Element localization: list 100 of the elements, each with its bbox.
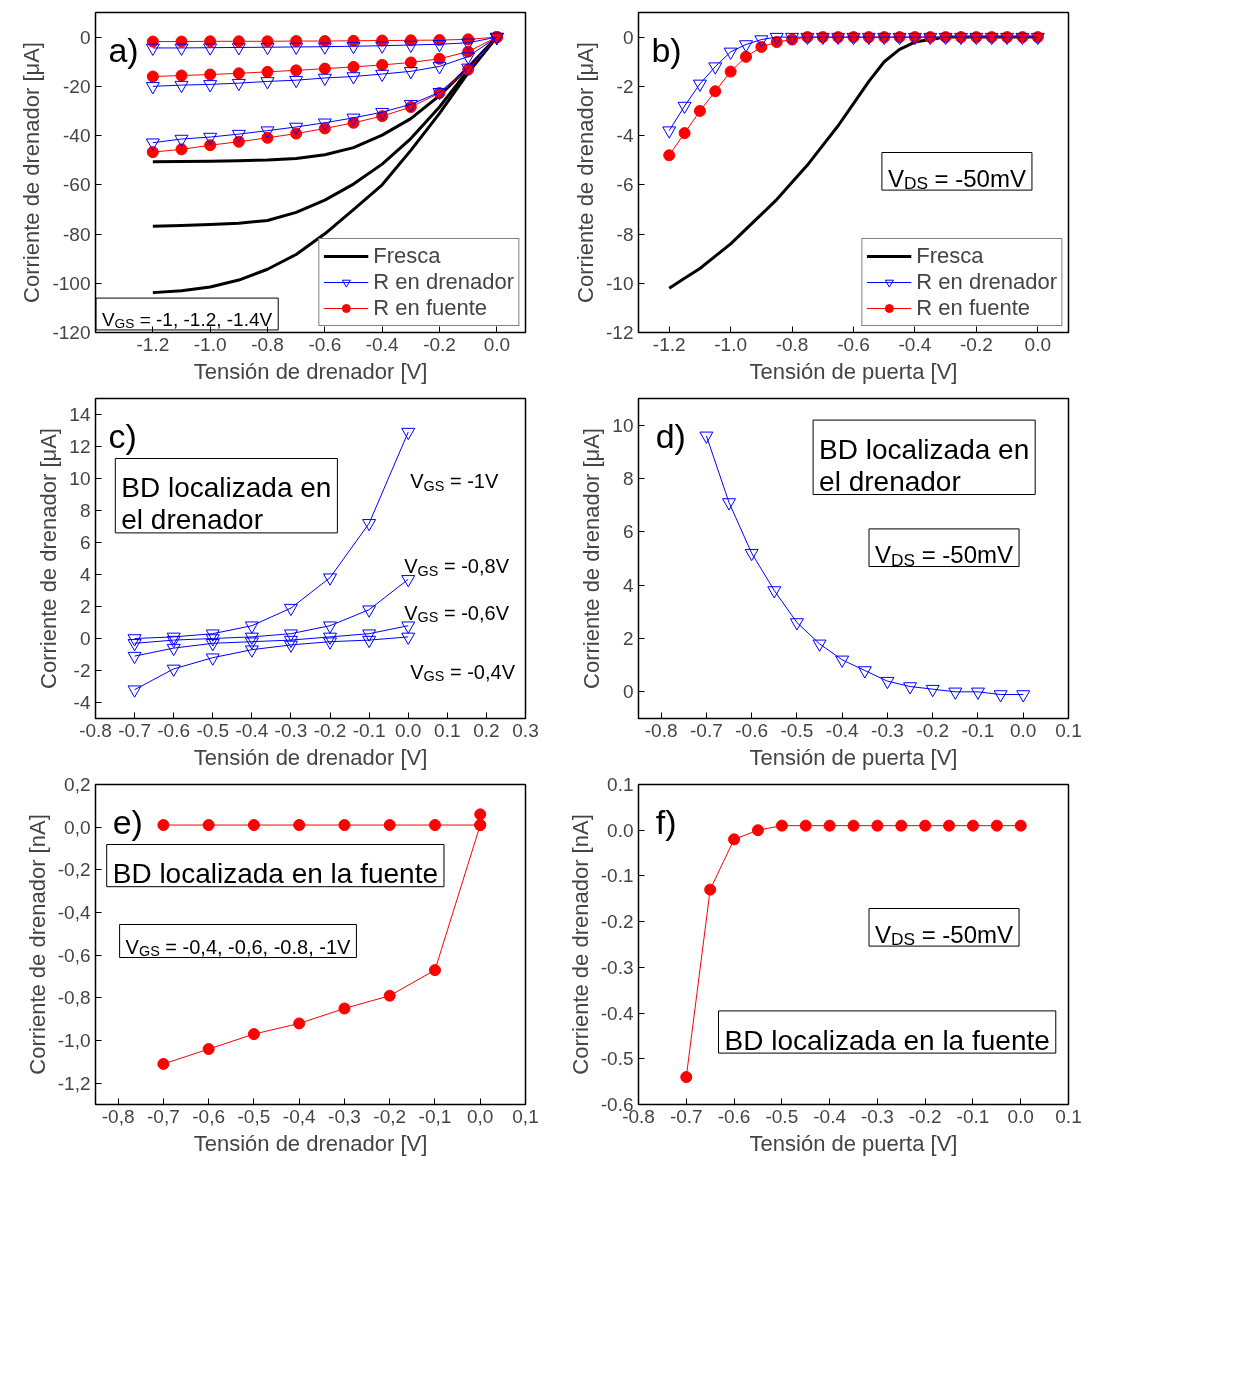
x-tick-label: -0.2 (959, 333, 993, 355)
y-tick-label: 10 (69, 468, 91, 489)
x-axis-title: Tensión de drenador [V] (193, 744, 428, 770)
x-tick-label: -1.0 (714, 333, 748, 355)
x-tick-label: -0.4 (825, 719, 859, 741)
x-tick-label: 0.0 (483, 333, 511, 355)
y-tick-label: 0 (622, 681, 634, 703)
legend-label: R en fuente (373, 295, 488, 321)
y-tick-label: 0.0 (607, 819, 634, 841)
y-tick-label: 8 (622, 468, 634, 489)
x-tick-label: 0,1 (512, 1105, 539, 1127)
y-tick-label: -40 (63, 125, 91, 147)
x-tick-label: -0.4 (235, 719, 269, 741)
x-tick-label: 0.0 (1010, 719, 1037, 741)
y-tick-label: -0.2 (600, 911, 634, 933)
x-tick-label: -0.1 (961, 719, 995, 741)
legend-label: Fresca (916, 243, 984, 269)
y-tick-label: -1,0 (57, 1030, 91, 1051)
x-tick-label: -0.2 (908, 1105, 942, 1127)
x-tick-label: -0.2 (423, 333, 456, 355)
x-tick-label: -0.6 (308, 333, 342, 355)
y-tick-label: 4 (622, 574, 634, 596)
y-tick-label: 2 (622, 628, 634, 649)
x-tick-label: -0.8 (644, 719, 678, 741)
y-tick-label: -8 (616, 223, 634, 245)
y-tick-label: -0.4 (600, 1002, 634, 1024)
y-tick-label: -2 (73, 660, 91, 681)
x-tick-label: 0.2 (473, 719, 500, 741)
x-tick-label: -0.5 (196, 719, 230, 741)
y-tick-label: 0 (79, 26, 91, 48)
x-axis-title: Tensión de drenador [V] (193, 1130, 428, 1156)
y-tick-label: 8 (79, 500, 91, 521)
x-tick-label: 0.1 (1055, 1105, 1082, 1127)
legend-label: R en drenador (916, 269, 1057, 295)
x-tick-label: -1.2 (136, 333, 170, 355)
y-tick-label: 2 (79, 596, 91, 617)
x-tick-label: -0.6 (735, 719, 769, 741)
x-tick-label: -0.1 (956, 1105, 990, 1127)
y-tick-label: -0,6 (57, 944, 91, 966)
y-tick-label: -1,2 (57, 1072, 91, 1094)
y-tick-label: 14 (69, 404, 91, 425)
annotation: BD localizada en el drenador (121, 472, 332, 536)
x-tick-label: -0.4 (365, 333, 399, 355)
x-tick-label: -0.7 (669, 1105, 703, 1127)
x-tick-label: -0.7 (690, 719, 723, 741)
x-tick-label: -1.2 (652, 333, 686, 355)
x-tick-label: -0.1 (352, 719, 386, 741)
x-tick-label: -0.8 (251, 333, 284, 355)
x-tick-label: -0.5 (780, 719, 814, 741)
x-tick-label: -0.3 (861, 1105, 894, 1127)
annotation: b) (651, 30, 682, 69)
x-tick-label: -0,6 (192, 1105, 226, 1127)
x-axis-title: Tensión de puerta [V] (749, 744, 958, 770)
x-tick-label: 0.0 (1007, 1105, 1034, 1127)
x-tick-label: 0.1 (1055, 719, 1082, 741)
annotation: c) (108, 416, 137, 455)
x-tick-label: -0.4 (898, 333, 932, 355)
y-tick-label: -4 (73, 692, 91, 713)
legend-label: R en drenador (373, 269, 514, 295)
y-tick-label: 12 (69, 436, 91, 457)
y-tick-label: -60 (63, 174, 91, 196)
y-tick-label: 0 (79, 628, 91, 649)
x-tick-label: -0.6 (157, 719, 191, 741)
y-tick-label: -12 (606, 322, 634, 343)
x-tick-label: -0.7 (118, 719, 151, 741)
y-axis-title: Corriente de drenador [μA] (579, 428, 605, 689)
y-tick-label: -20 (63, 75, 91, 97)
y-tick-label: -120 (52, 322, 91, 343)
x-tick-label: -0.6 (717, 1105, 751, 1127)
x-tick-label: -0,2 (373, 1105, 407, 1127)
x-tick-label: -0.8 (79, 719, 112, 741)
annotation: BD localizada en la fuente (724, 1024, 1050, 1056)
x-axis-title: Tensión de puerta [V] (749, 358, 958, 384)
x-tick-label: -0.2 (313, 719, 347, 741)
x-tick-label: -0.4 (813, 1105, 847, 1127)
legend-label: Fresca (373, 243, 441, 269)
y-tick-label: 0 (622, 26, 634, 48)
y-tick-label: -0.5 (600, 1048, 634, 1070)
annotation: a) (108, 30, 139, 69)
x-tick-label: -0,3 (328, 1105, 361, 1127)
annotation: BD localizada en el drenador (819, 433, 1030, 497)
y-tick-label: 6 (79, 532, 91, 553)
y-tick-label: -10 (606, 272, 634, 294)
x-tick-label: -0,7 (147, 1105, 180, 1127)
y-axis-title: Corriente de drenador [μA] (19, 42, 45, 303)
y-tick-label: -6 (616, 174, 634, 196)
y-tick-label: -0,2 (57, 859, 91, 881)
x-tick-label: -1.0 (193, 333, 227, 355)
x-tick-label: 0.3 (512, 719, 539, 741)
y-tick-label: 10 (612, 414, 634, 436)
x-tick-label: 0,0 (467, 1105, 494, 1127)
y-tick-label: 6 (622, 521, 634, 543)
annotation: e) (112, 802, 143, 841)
y-tick-label: -0.1 (600, 865, 634, 887)
x-tick-label: -0.8 (775, 333, 809, 355)
x-tick-label: 0.0 (1024, 333, 1051, 355)
legend-label: R en fuente (916, 295, 1031, 321)
x-axis-title: Tensión de puerta [V] (749, 1130, 958, 1156)
x-axis-title: Tensión de drenador [V] (193, 358, 428, 384)
annotation: d) (655, 416, 686, 455)
